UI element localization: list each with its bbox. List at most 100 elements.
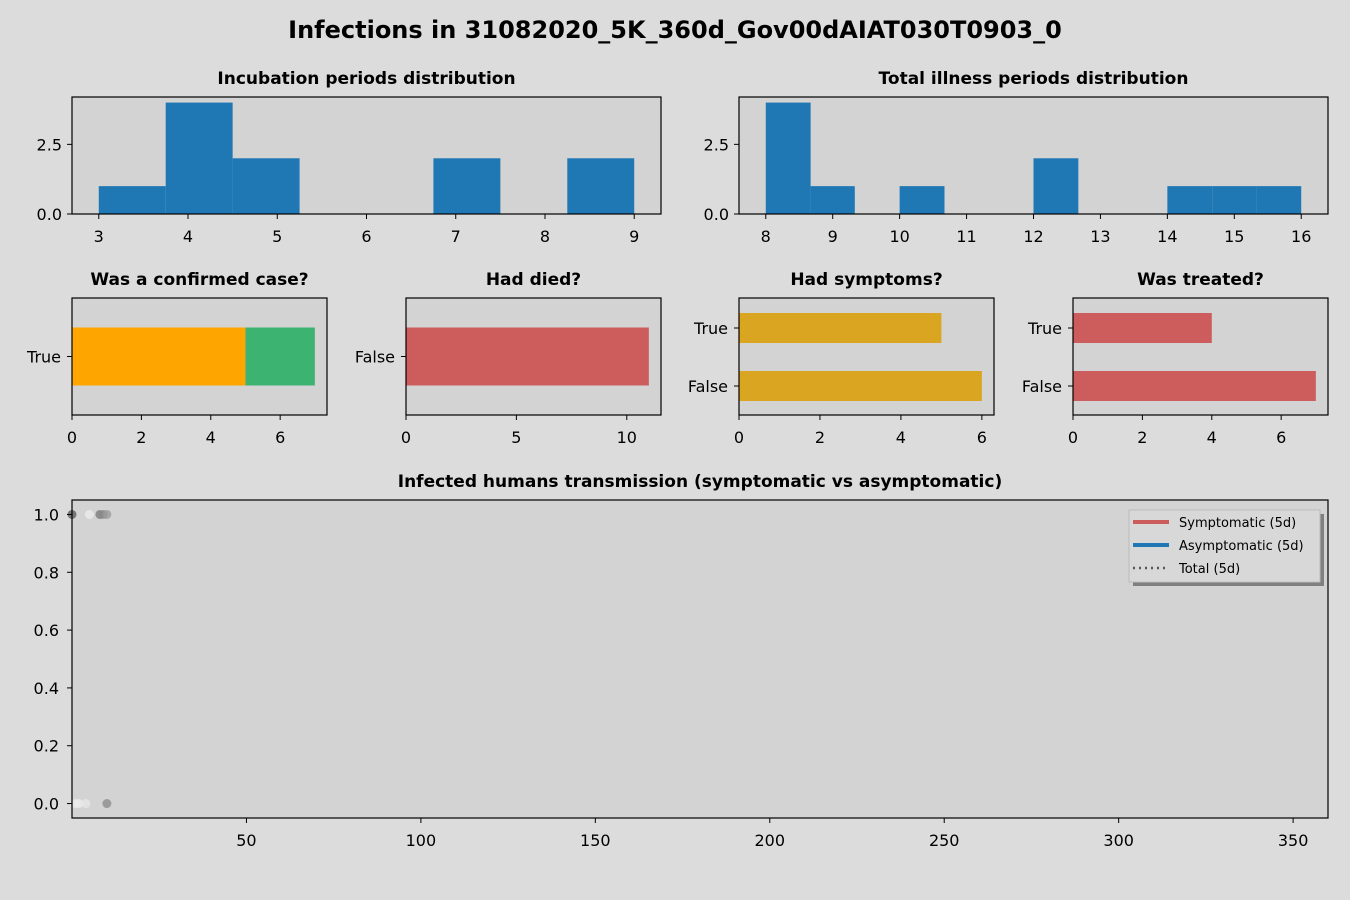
died-x-tick-label: 10	[617, 428, 637, 447]
symptoms-chart: Had symptoms? True False 0 2 4 6	[688, 270, 995, 447]
confirmed-x-tick-label: 0	[67, 428, 77, 447]
treated-chart: Was treated? True False 0 2 4 6	[1022, 270, 1329, 447]
illness-y-tick-label: 2.5	[704, 135, 729, 154]
transmission-x-tick-label: 100	[406, 831, 437, 850]
illness-bar	[1212, 186, 1257, 214]
transmission-x-tick-label: 350	[1278, 831, 1309, 850]
symptoms-category-label: True	[693, 319, 728, 338]
confirmed-x-tick-label: 6	[275, 428, 285, 447]
incubation-title: Incubation periods distribution	[217, 69, 515, 89]
treated-bar	[1073, 371, 1316, 401]
legend-entry-label: Symptomatic (5d)	[1179, 516, 1296, 531]
illness-x-tick-label: 8	[761, 227, 771, 246]
treated-category-label: False	[1022, 377, 1062, 396]
illness-frame	[738, 96, 1329, 215]
transmission-y-tick-label: 0.6	[34, 621, 59, 640]
illness-bar	[1167, 186, 1213, 214]
incubation-bar	[98, 186, 166, 214]
died-category-label: False	[355, 348, 395, 367]
confirmed-bar	[245, 327, 315, 386]
transmission-y-tick-label: 1.0	[34, 505, 59, 524]
transmission-point	[102, 509, 112, 519]
treated-x-tick-label: 4	[1207, 428, 1217, 447]
died-frame	[405, 297, 662, 416]
illness-x-tick-label: 12	[1023, 227, 1043, 246]
confirmed-x-tick-label: 2	[136, 428, 146, 447]
died-bar	[406, 327, 649, 386]
illness-x-tick-label: 9	[828, 227, 838, 246]
died-chart: Had died? False 0 5 10	[355, 270, 662, 447]
treated-x-tick-label: 6	[1276, 428, 1286, 447]
illness-x-tick-label: 16	[1291, 227, 1311, 246]
transmission-frame	[71, 499, 1329, 819]
treated-title: Was treated?	[1137, 270, 1264, 290]
illness-title: Total illness periods distribution	[879, 69, 1189, 89]
confirmed-title: Was a confirmed case?	[90, 270, 308, 290]
incubation-x-tick-label: 3	[94, 227, 104, 246]
symptoms-frame	[738, 297, 995, 416]
incubation-chart: Incubation periods distribution 3 4 5 6 7 8 9 0.…	[37, 69, 662, 246]
illness-bar	[899, 186, 945, 214]
died-x-tick-label: 5	[511, 428, 521, 447]
transmission-x-tick-label: 200	[755, 831, 786, 850]
symptoms-x-tick-label: 6	[977, 428, 987, 447]
legend-entry-label: Total (5d)	[1178, 562, 1240, 577]
incubation-frame	[71, 96, 662, 215]
treated-frame	[1072, 297, 1329, 416]
died-x-tick-label: 0	[401, 428, 411, 447]
transmission-x-tick-label: 50	[236, 831, 256, 850]
illness-bar	[1033, 158, 1079, 214]
illness-bar	[1256, 186, 1302, 214]
incubation-y-tick-label: 0.0	[37, 205, 62, 224]
symptoms-x-tick-label: 2	[815, 428, 825, 447]
treated-category-label: True	[1027, 319, 1062, 338]
illness-x-tick-label: 15	[1224, 227, 1244, 246]
symptoms-bar	[739, 371, 982, 401]
incubation-x-tick-label: 6	[361, 227, 371, 246]
transmission-point	[81, 799, 91, 809]
illness-x-tick-label: 14	[1157, 227, 1177, 246]
incubation-bar	[567, 158, 635, 214]
transmission-legend: Symptomatic (5d) Asymptomatic (5d) Total (…	[1128, 509, 1324, 586]
incubation-x-tick-label: 7	[451, 227, 461, 246]
died-title: Had died?	[486, 270, 581, 290]
transmission-x-tick-label: 300	[1103, 831, 1134, 850]
legend-entry-label: Asymptomatic (5d)	[1179, 539, 1304, 554]
confirmed-x-tick-label: 4	[206, 428, 216, 447]
transmission-point	[102, 799, 112, 809]
treated-x-tick-label: 2	[1137, 428, 1147, 447]
charts-layer: Incubation periods distribution 3 4 5 6 7 8 9 0.…	[26, 69, 1329, 850]
symptoms-category-label: False	[688, 377, 728, 396]
illness-y-tick-label: 0.0	[704, 205, 729, 224]
figure-title: Infections in 31082020_5K_360d_Gov00dAIA…	[288, 16, 1062, 44]
symptoms-x-tick-label: 0	[734, 428, 744, 447]
illness-x-tick-label: 13	[1090, 227, 1110, 246]
confirmed-frame	[71, 297, 328, 416]
symptoms-bar	[739, 313, 942, 343]
transmission-point	[84, 509, 94, 519]
incubation-bar	[433, 158, 501, 214]
transmission-y-tick-label: 0.4	[34, 679, 59, 698]
incubation-y-tick-label: 2.5	[37, 135, 62, 154]
incubation-x-tick-label: 4	[183, 227, 193, 246]
illness-bar	[765, 102, 811, 214]
confirmed-category-label: True	[26, 348, 61, 367]
transmission-y-tick-label: 0.0	[34, 795, 59, 814]
transmission-y-tick-label: 0.8	[34, 563, 59, 582]
transmission-y-tick-label: 0.2	[34, 737, 59, 756]
symptoms-title: Had symptoms?	[790, 270, 942, 290]
transmission-point	[74, 799, 84, 809]
illness-chart: Total illness periods distribution 8 9 10 11…	[704, 69, 1329, 246]
incubation-x-tick-label: 9	[629, 227, 639, 246]
treated-bar	[1073, 313, 1212, 343]
incubation-x-tick-label: 5	[272, 227, 282, 246]
symptoms-x-tick-label: 4	[896, 428, 906, 447]
illness-bar	[810, 186, 855, 214]
treated-x-tick-label: 0	[1068, 428, 1078, 447]
transmission-title: Infected humans transmission (symptomati…	[398, 472, 1002, 492]
illness-x-tick-label: 10	[889, 227, 909, 246]
transmission-plot-area	[72, 500, 1328, 818]
incubation-bar	[232, 158, 300, 214]
incubation-x-tick-label: 8	[540, 227, 550, 246]
confirmed-chart: Was a confirmed case? True 0 2 4 6	[26, 270, 328, 447]
